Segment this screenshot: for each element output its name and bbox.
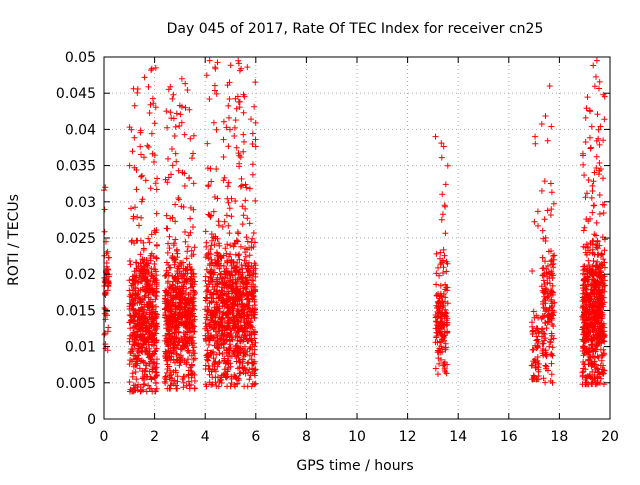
y-tick-label: 0: [87, 412, 96, 428]
chart-title: Day 045 of 2017, Rate Of TEC Index for r…: [167, 21, 544, 37]
x-tick-label: 10: [348, 429, 366, 445]
x-axis: 0 2 4 6 8 10 12 14 16 18 20: [100, 57, 619, 445]
x-axis-label: GPS time / hours: [296, 458, 413, 474]
x-tick-label: 6: [251, 429, 260, 445]
x-tick-label: 4: [201, 429, 210, 445]
x-tick-label: 14: [449, 429, 467, 445]
x-tick-label: 16: [500, 429, 518, 445]
y-axis-label: ROTI / TECUs: [6, 194, 22, 286]
data-points: [101, 57, 608, 395]
x-tick-label: 2: [150, 429, 159, 445]
x-tick-label: 8: [302, 429, 311, 445]
x-tick-label: 12: [399, 429, 417, 445]
y-tick-label: 0.005: [56, 376, 96, 392]
x-tick-label: 18: [550, 429, 568, 445]
x-tick-label: 20: [601, 429, 619, 445]
y-tick-label: 0.04: [65, 122, 96, 138]
y-tick-label: 0.025: [56, 231, 96, 247]
y-tick-label: 0.035: [56, 159, 96, 175]
y-tick-label: 0.02: [65, 267, 96, 283]
y-axis: 0 0.005 0.01 0.015 0.02 0.025 0.03 0.035 0.04 0.0…: [56, 50, 610, 428]
y-tick-label: 0.05: [65, 50, 96, 66]
scatter-plus-markers: [101, 57, 608, 395]
x-tick-label: 0: [100, 429, 109, 445]
y-tick-label: 0.01: [65, 340, 96, 356]
y-tick-label: 0.015: [56, 303, 96, 319]
y-tick-label: 0.045: [56, 86, 96, 102]
y-tick-label: 0.03: [65, 195, 96, 211]
